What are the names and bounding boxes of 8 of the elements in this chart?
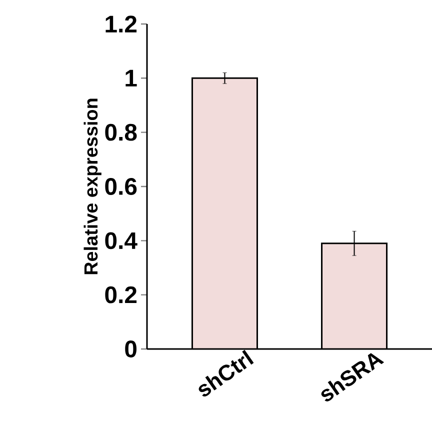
y-tick-label: 0.6 xyxy=(105,178,137,195)
y-tick-label: 0.8 xyxy=(105,124,137,141)
y-tick-label: 1 xyxy=(126,70,137,86)
y-tick-label: 0 xyxy=(125,340,136,358)
y-tick-label: 0.4 xyxy=(105,232,138,250)
y-tick-label: 1.2 xyxy=(106,16,137,32)
y-tick-label: 0.2 xyxy=(105,286,137,304)
y-axis-title: Relative expression xyxy=(84,98,102,274)
